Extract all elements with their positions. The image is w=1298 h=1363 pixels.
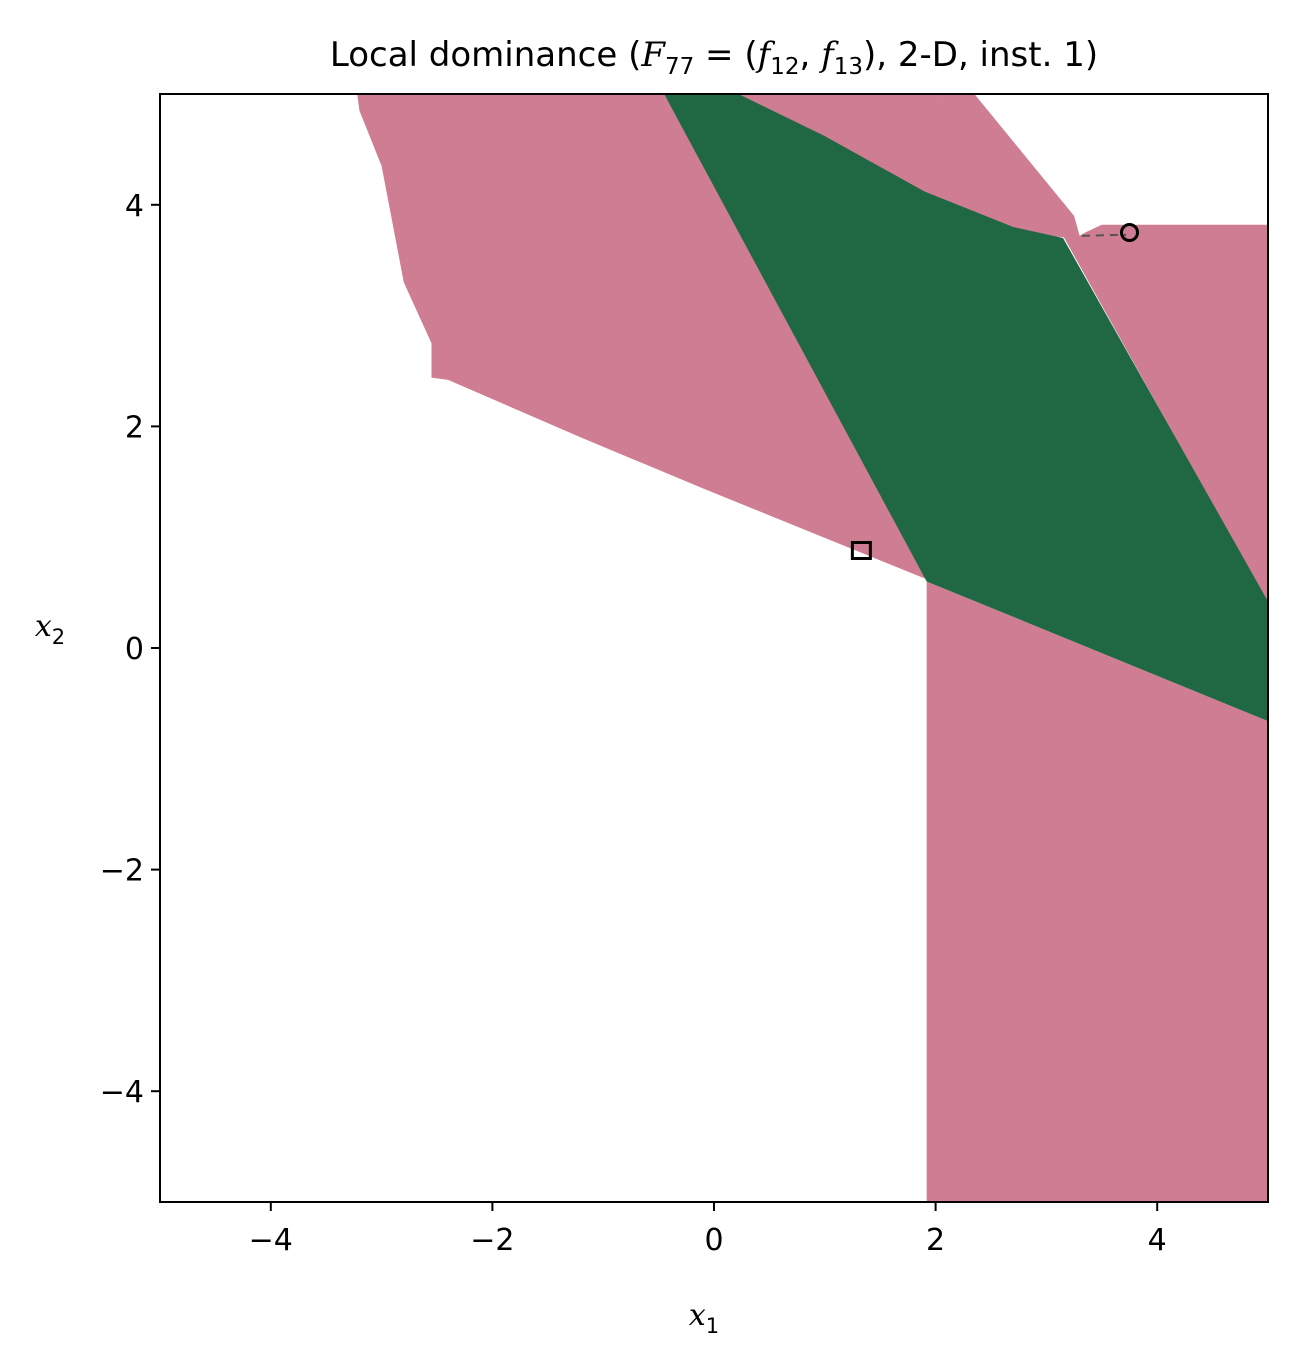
x-tick-label: −4 [249,1223,293,1258]
y-tick-label: 2 [125,410,144,445]
y-axis-label: x2 [35,609,65,649]
x-axis-label: x1 [689,1298,719,1338]
y-tick-label: −4 [100,1075,144,1110]
y-tick-label: −2 [100,854,144,889]
y-tick-label: 0 [125,632,144,667]
region-pink-3 [935,94,1268,604]
region-pink-0 [357,94,934,582]
x-axis-ticks: −4 −2 0 2 4 [249,1202,1167,1258]
x-tick-label: 0 [704,1223,723,1258]
markers [850,223,1139,560]
x-tick-label: 2 [926,1223,945,1258]
region-pink-2 [736,94,1071,238]
chart-title: Local dominance (F77 = (f12, f13), 2-D, … [330,35,1098,80]
annotations [1081,233,1127,237]
x-tick-label: 4 [1148,1223,1167,1258]
region-pink-1 [926,581,1268,1202]
annotation-dashed-segment-0 [1081,233,1127,237]
marker-square-1 [850,540,872,560]
region-green-4 [664,94,1268,722]
y-tick-label: 4 [125,189,144,224]
dominance-regions [357,94,1268,1202]
y-axis-ticks: −4 −2 0 2 4 [100,189,160,1110]
x-tick-label: −2 [470,1223,514,1258]
marker-circle-0 [1120,223,1139,242]
